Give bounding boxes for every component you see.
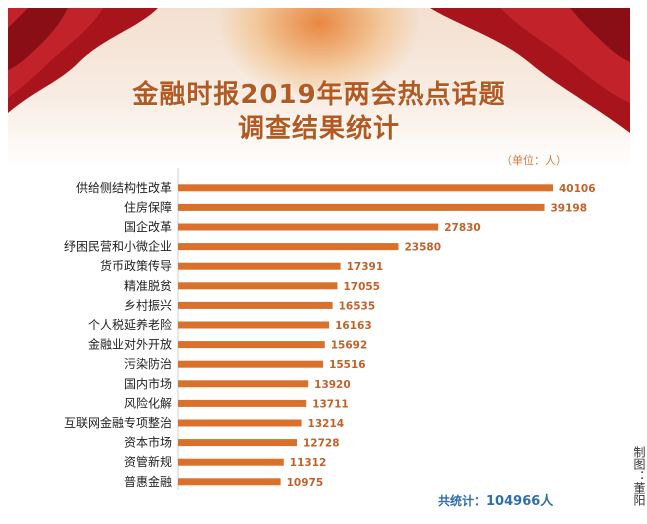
category-label: 金融业对外开放 — [88, 337, 172, 352]
credit-text: 制图：董阳 — [632, 446, 646, 506]
bar — [178, 301, 333, 309]
category-label: 普惠金融 — [124, 474, 172, 489]
value-label: 23580 — [404, 242, 441, 254]
poster: 金融时报2019年两会热点话题 调查结果统计 （单位：人） 供给侧结构性改革 40… — [8, 8, 630, 516]
category-label: 互联网金融专项整治 — [64, 415, 172, 430]
bar — [178, 243, 399, 251]
total-label: 共统计： — [438, 494, 487, 508]
title-line-1: 金融时报2019年两会热点话题 — [132, 80, 506, 110]
value-label: 15516 — [329, 359, 366, 371]
bar — [178, 478, 281, 486]
category-label: 污染防治 — [124, 356, 172, 371]
value-label: 15692 — [331, 340, 368, 352]
value-label: 40106 — [559, 183, 596, 195]
value-label: 39198 — [551, 202, 588, 214]
category-label: 资管新规 — [124, 454, 172, 469]
bar — [178, 262, 341, 270]
bar — [178, 439, 298, 447]
total-count: 共统计：104966人 — [438, 490, 553, 509]
bar — [178, 380, 309, 388]
value-label: 11312 — [290, 457, 327, 469]
red-curtain-right — [430, 8, 630, 133]
header-banner: 金融时报2019年两会热点话题 调查结果统计 — [8, 8, 630, 168]
category-label: 个人税延养老险 — [88, 317, 172, 332]
category-label: 纾困民营和小微企业 — [64, 239, 172, 254]
value-label: 10975 — [287, 477, 324, 489]
category-label: 乡村振兴 — [124, 298, 172, 312]
value-label: 17055 — [343, 281, 380, 293]
bar — [178, 419, 302, 427]
value-label: 16163 — [335, 320, 372, 332]
bar — [178, 341, 325, 349]
bar-chart: 供给侧结构性改革 40106 住房保障 39198 国企改革 27830 纾困民营和小微企业… — [64, 168, 596, 490]
value-label: 12728 — [303, 438, 340, 450]
title-line-2: 调查结果统计 — [237, 114, 400, 144]
category-label: 住房保障 — [124, 199, 172, 214]
category-label: 货币政策传导 — [100, 258, 172, 273]
category-label: 国内市场 — [124, 376, 172, 391]
category-label: 风险化解 — [124, 395, 172, 410]
bar — [178, 282, 338, 290]
category-label: 资本市场 — [124, 435, 172, 450]
unit-label: （单位：人） — [501, 154, 567, 167]
category-label: 国企改革 — [124, 219, 172, 234]
bar — [178, 399, 307, 407]
total-value: 104966人 — [486, 494, 554, 509]
red-curtain-left — [8, 8, 158, 113]
category-label: 精准脱贫 — [124, 278, 172, 293]
bar — [178, 223, 439, 231]
value-label: 13920 — [314, 379, 351, 391]
category-label: 供给侧结构性改革 — [76, 180, 172, 195]
value-label: 27830 — [444, 222, 481, 234]
bar — [178, 203, 545, 211]
chart-title: 金融时报2019年两会热点话题 调查结果统计 — [8, 78, 630, 146]
value-label: 17391 — [347, 261, 384, 273]
bar — [178, 458, 284, 466]
bar — [178, 321, 330, 329]
value-label: 13214 — [308, 418, 345, 430]
value-label: 16535 — [339, 300, 376, 312]
bar — [178, 184, 553, 192]
value-label: 13711 — [312, 398, 349, 410]
bar — [178, 360, 324, 368]
